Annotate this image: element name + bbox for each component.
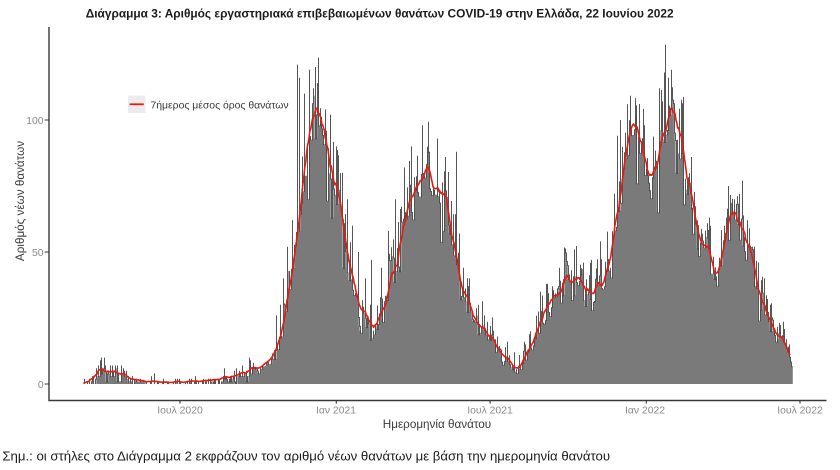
svg-text:100: 100 — [26, 116, 44, 127]
svg-text:Ιουλ 2020: Ιουλ 2020 — [157, 405, 203, 416]
svg-text:Ιουλ 2022: Ιουλ 2022 — [777, 405, 823, 416]
svg-text:7ήμερος μέσος όρος θανάτων: 7ήμερος μέσος όρος θανάτων — [151, 99, 289, 111]
svg-text:Ιαν 2021: Ιαν 2021 — [316, 405, 356, 416]
svg-text:50: 50 — [32, 248, 44, 259]
svg-text:Ιουλ 2021: Ιουλ 2021 — [467, 405, 513, 416]
svg-text:Ιαν 2022: Ιαν 2022 — [625, 405, 665, 416]
svg-text:Αριθμός νέων θανάτων: Αριθμός νέων θανάτων — [14, 141, 27, 261]
svg-text:Σημ.: οι στήλες στο Διάγραμμα: Σημ.: οι στήλες στο Διάγραμμα 2 εκφράζου… — [2, 449, 610, 464]
svg-text:Ημερομηνία θανάτου: Ημερομηνία θανάτου — [383, 418, 491, 431]
svg-text:Διάγραμμα 3: Αριθμός εργαστηρι: Διάγραμμα 3: Αριθμός εργαστηριακά επιβεβ… — [86, 7, 674, 21]
svg-text:0: 0 — [38, 380, 44, 391]
